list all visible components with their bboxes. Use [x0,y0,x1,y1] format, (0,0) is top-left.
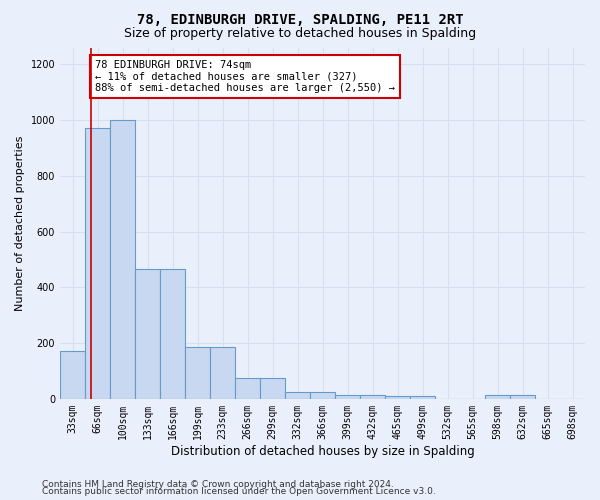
Text: Contains HM Land Registry data © Crown copyright and database right 2024.: Contains HM Land Registry data © Crown c… [42,480,394,489]
X-axis label: Distribution of detached houses by size in Spalding: Distribution of detached houses by size … [170,444,475,458]
Y-axis label: Number of detached properties: Number of detached properties [15,136,25,311]
Bar [110,120,135,399]
Bar [485,396,510,399]
Bar [360,394,385,399]
Bar [510,396,535,399]
Bar [85,128,110,399]
Bar [60,352,85,399]
Text: Size of property relative to detached houses in Spalding: Size of property relative to detached ho… [124,28,476,40]
Text: Contains public sector information licensed under the Open Government Licence v3: Contains public sector information licen… [42,488,436,496]
Bar [335,394,360,399]
Text: 78 EDINBURGH DRIVE: 74sqm
← 11% of detached houses are smaller (327)
88% of semi: 78 EDINBURGH DRIVE: 74sqm ← 11% of detac… [95,60,395,93]
Bar [235,378,260,399]
Bar [385,396,410,399]
Bar [310,392,335,399]
Bar [185,347,210,399]
Bar [160,269,185,399]
Bar [210,347,235,399]
Text: 78, EDINBURGH DRIVE, SPALDING, PE11 2RT: 78, EDINBURGH DRIVE, SPALDING, PE11 2RT [137,12,463,26]
Bar [410,396,435,399]
Bar [285,392,310,399]
Bar [135,269,160,399]
Bar [260,378,285,399]
